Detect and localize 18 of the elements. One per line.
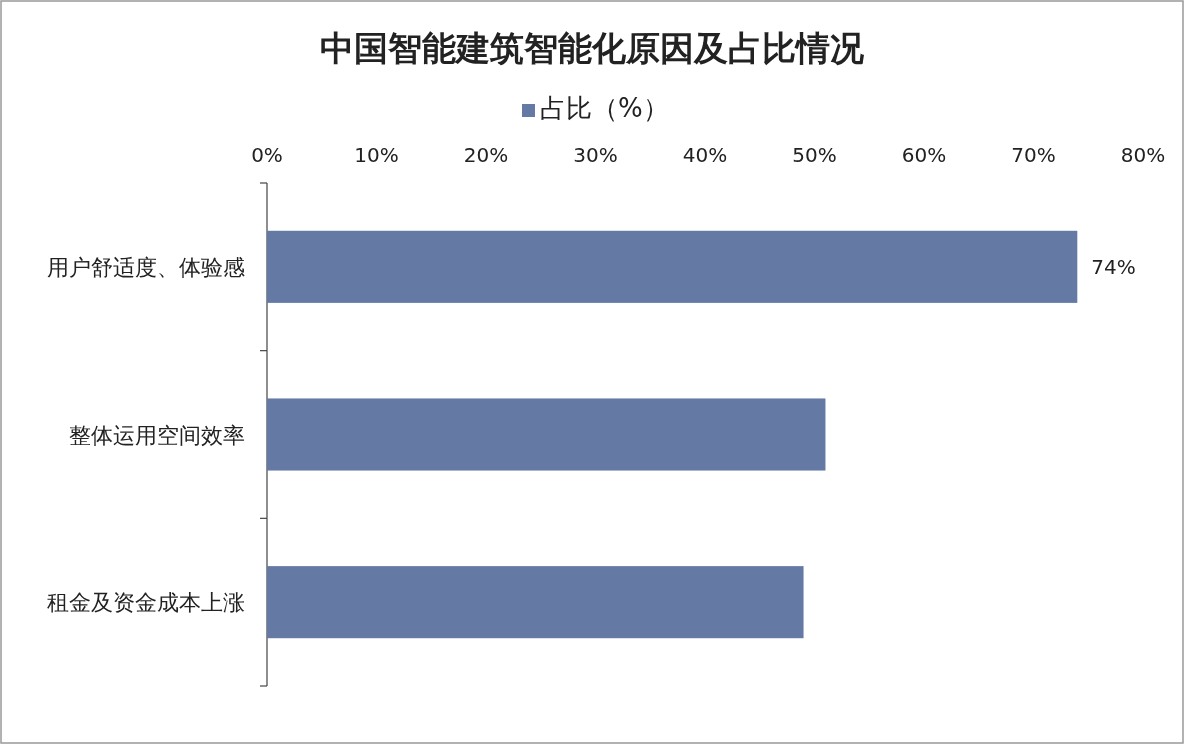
- x-tick-label: 10%: [354, 143, 399, 167]
- x-tick-label: 70%: [1011, 143, 1056, 167]
- bar: [267, 398, 826, 471]
- bar: [267, 230, 1078, 303]
- y-tick-label: 整体运用空间效率: [69, 422, 245, 448]
- x-tick-label: 60%: [901, 143, 947, 167]
- x-tick-label: 80%: [1120, 143, 1166, 167]
- y-tick-label: 用户舒适度、体验感: [47, 254, 245, 280]
- x-tick-label: 0%: [251, 143, 283, 167]
- legend-label: 占比（%）: [540, 93, 669, 123]
- bar: [267, 566, 804, 639]
- data-label: 74%: [1091, 254, 1136, 279]
- x-tick-label: 40%: [682, 143, 728, 167]
- chart-title: 中国智能建筑智能化原因及占比情况: [320, 28, 865, 68]
- x-tick-label: 20%: [463, 143, 509, 167]
- x-tick-label: 30%: [573, 143, 618, 167]
- y-tick-label: 租金及资金成本上涨: [47, 590, 245, 616]
- x-tick-label: 50%: [792, 143, 837, 167]
